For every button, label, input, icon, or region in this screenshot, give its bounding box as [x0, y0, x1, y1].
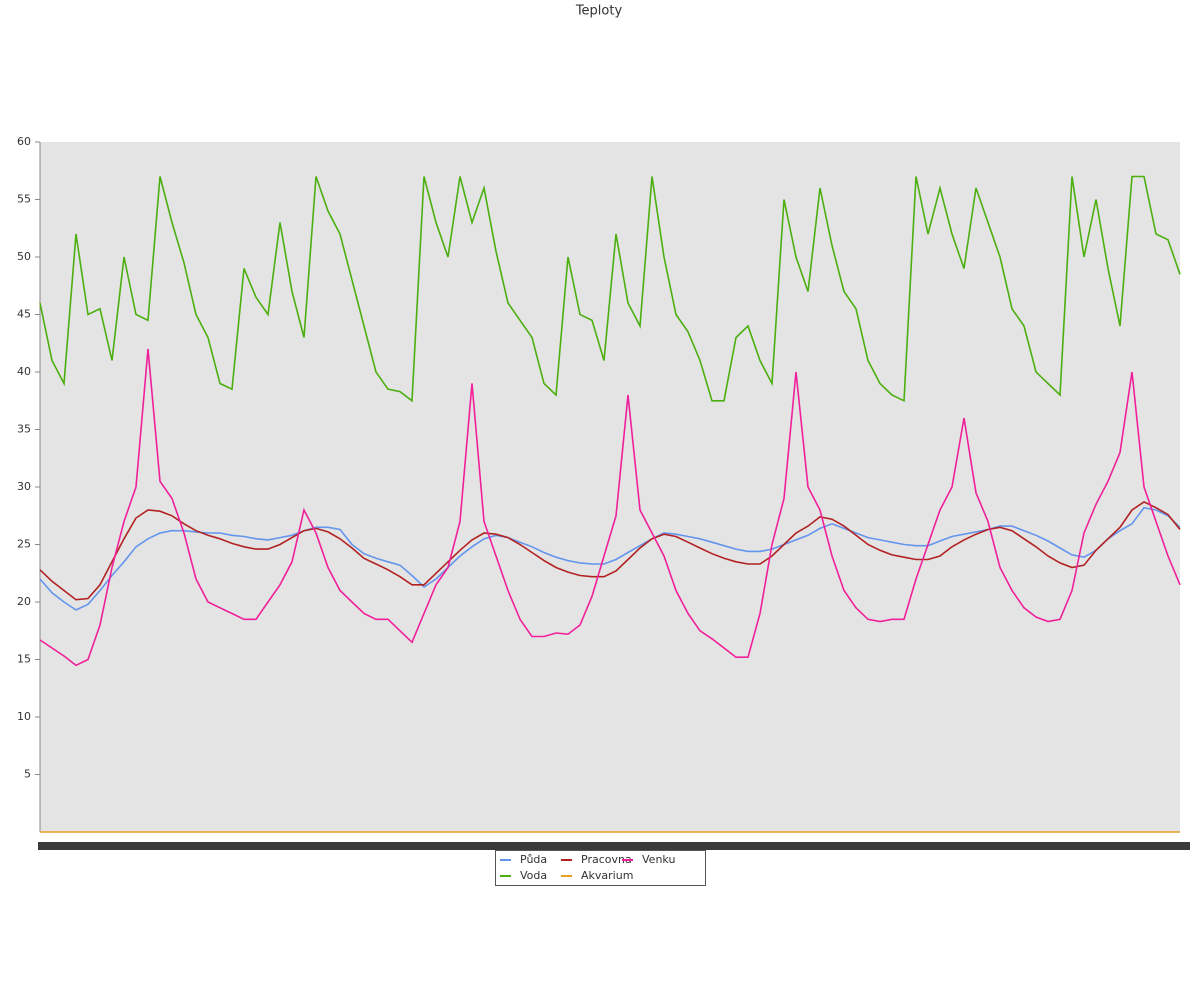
- y-tick-label: 40: [17, 365, 31, 378]
- chart-title: Teploty: [575, 4, 623, 19]
- y-tick-label: 5: [24, 768, 31, 781]
- legend-label: Akvarium: [581, 869, 633, 882]
- y-tick-label: 30: [17, 480, 31, 493]
- legend-label: Voda: [520, 869, 547, 882]
- legend: [495, 850, 706, 886]
- legend-label: Venku: [642, 853, 675, 866]
- plot-area: [40, 142, 1180, 832]
- legend-label: Pracovna: [581, 853, 632, 866]
- y-tick-label: 25: [17, 538, 31, 551]
- y-tick-label: 45: [17, 308, 31, 321]
- y-tick-label: 10: [17, 710, 31, 723]
- y-tick-label: 50: [17, 250, 31, 263]
- y-tick-label: 60: [17, 135, 31, 148]
- legend-label: Půda: [520, 853, 547, 866]
- series-line: [39, 175, 1181, 403]
- series-line: [39, 348, 1181, 667]
- y-tick-label: 20: [17, 595, 31, 608]
- y-tick-label: 35: [17, 423, 31, 436]
- x-tick-labels-illegible: [38, 842, 1190, 850]
- y-tick-label: 55: [17, 193, 31, 206]
- y-tick-label: 15: [17, 653, 31, 666]
